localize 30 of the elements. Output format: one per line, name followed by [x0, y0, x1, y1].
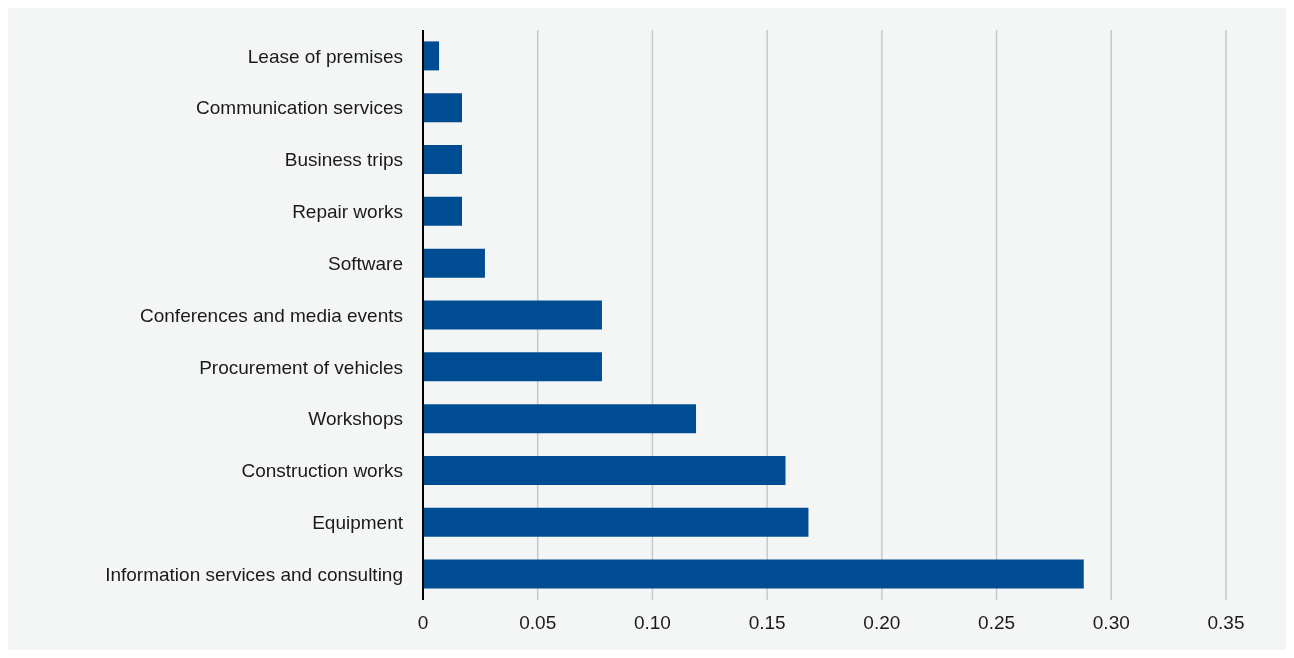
bar: [423, 404, 697, 434]
y-tick-label: Communication services: [196, 97, 403, 119]
y-tick-label: Procurement of vehicles: [199, 356, 403, 378]
x-tick-label: 0.25: [978, 612, 1016, 634]
x-tick-label: 0.20: [863, 612, 901, 634]
y-tick-label: Lease of premises: [247, 45, 403, 67]
x-tick-label: 0.10: [633, 612, 671, 634]
bar: [423, 41, 440, 71]
bar: [423, 196, 462, 226]
y-tick-label: Software: [328, 252, 403, 274]
bar: [423, 145, 462, 175]
y-tick-label: Equipment: [312, 512, 404, 534]
bar: [423, 352, 602, 382]
x-tick-label: 0.30: [1092, 612, 1130, 634]
y-tick-label: Construction works: [241, 460, 403, 482]
y-tick-label: Repair works: [292, 201, 403, 223]
bar: [423, 559, 1084, 589]
y-tick-label: Information services and consulting: [105, 563, 403, 585]
x-tick-label: 0.15: [748, 612, 786, 634]
x-tick-label: 0.35: [1207, 612, 1245, 634]
x-tick-label: 0: [417, 612, 429, 634]
bar: [423, 248, 485, 278]
bar: [423, 93, 462, 123]
y-tick-label: Business trips: [284, 149, 403, 171]
bar: [423, 455, 786, 485]
x-tick-label: 0.05: [519, 612, 557, 634]
bar: [423, 300, 602, 330]
bar: [423, 507, 809, 537]
y-tick-label: Conferences and media events: [140, 304, 403, 326]
y-tick-label: Workshops: [308, 408, 403, 430]
